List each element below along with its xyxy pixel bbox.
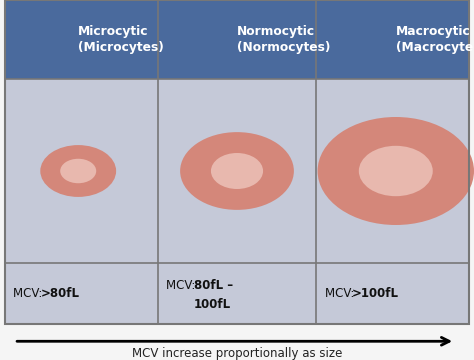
Text: Normocytic
(Normocytes): Normocytic (Normocytes): [237, 25, 330, 54]
Text: >80fL: >80fL: [41, 287, 80, 300]
Ellipse shape: [359, 146, 433, 196]
Text: 100fL: 100fL: [194, 298, 231, 311]
Ellipse shape: [60, 159, 96, 183]
Text: MCV increase proportionally as size: MCV increase proportionally as size: [132, 347, 342, 360]
Ellipse shape: [180, 132, 294, 210]
Text: Microcytic
(Microcytes): Microcytic (Microcytes): [78, 25, 164, 54]
Text: MCV:: MCV:: [13, 287, 46, 300]
Ellipse shape: [40, 145, 116, 197]
Text: MCV:: MCV:: [166, 279, 200, 292]
Bar: [5, 0, 469, 79]
Ellipse shape: [318, 117, 474, 225]
Ellipse shape: [211, 153, 263, 189]
Text: >100fL: >100fL: [352, 287, 399, 300]
Text: MCV:: MCV:: [325, 287, 358, 300]
Text: 80fL –: 80fL –: [194, 279, 233, 292]
Text: Macrocytic
(Macrocytes): Macrocytic (Macrocytes): [396, 25, 474, 54]
